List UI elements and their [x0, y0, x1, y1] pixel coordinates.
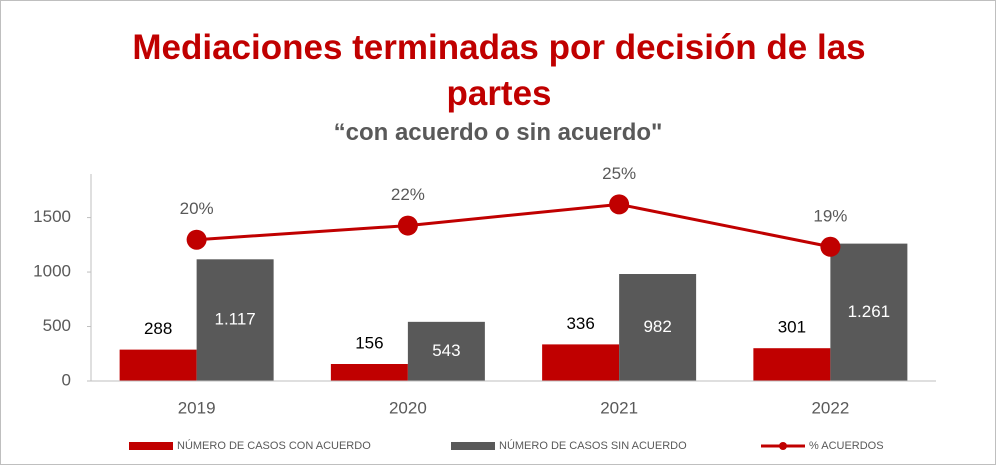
line [196, 202, 831, 249]
data-label: 301 [778, 318, 806, 337]
y-tick-label: 500 [43, 316, 71, 335]
line-marker [186, 229, 207, 250]
y-tick-label: 0 [62, 370, 71, 389]
chart-subtitle: “con acuerdo o sin acuerdo" [333, 119, 663, 146]
bar [119, 349, 197, 381]
data-label: 19% [813, 206, 847, 225]
line-marker [609, 194, 630, 215]
data-label: 1.261 [848, 302, 891, 321]
y-tick-label: 1000 [33, 262, 71, 281]
x-tick-label: 2019 [178, 398, 216, 417]
bar [830, 243, 908, 381]
data-label: 336 [566, 314, 594, 333]
legend-swatch [129, 442, 173, 450]
bar [753, 348, 831, 381]
bar [619, 274, 697, 381]
data-label: 22% [391, 185, 425, 204]
x-tick-label: 2022 [811, 398, 849, 417]
data-label: 288 [144, 319, 172, 338]
bar [542, 344, 620, 381]
legend-label: NÚMERO DE CASOS SIN ACUERDO [499, 439, 687, 452]
chart-title: Mediaciones terminadas por decisión de l… [132, 28, 866, 113]
legend-label: NÚMERO DE CASOS CON ACUERDO [177, 439, 371, 452]
y-tick-label: 1500 [33, 207, 71, 226]
data-label: 543 [432, 341, 460, 360]
bar [407, 321, 485, 381]
legend-swatch [451, 442, 495, 450]
legend-label: % ACUERDOS [809, 440, 884, 452]
bar [196, 259, 274, 381]
x-tick-label: 2021 [600, 398, 638, 417]
data-label: 20% [180, 199, 214, 218]
legend-swatch [779, 442, 787, 450]
bar [330, 364, 408, 381]
data-label: 25% [602, 164, 636, 183]
data-label: 1.117 [214, 310, 255, 329]
x-tick-label: 2020 [389, 398, 427, 417]
line-marker [397, 215, 418, 236]
line-marker [820, 236, 841, 257]
data-label: 156 [355, 333, 383, 352]
data-label: 982 [643, 317, 671, 336]
